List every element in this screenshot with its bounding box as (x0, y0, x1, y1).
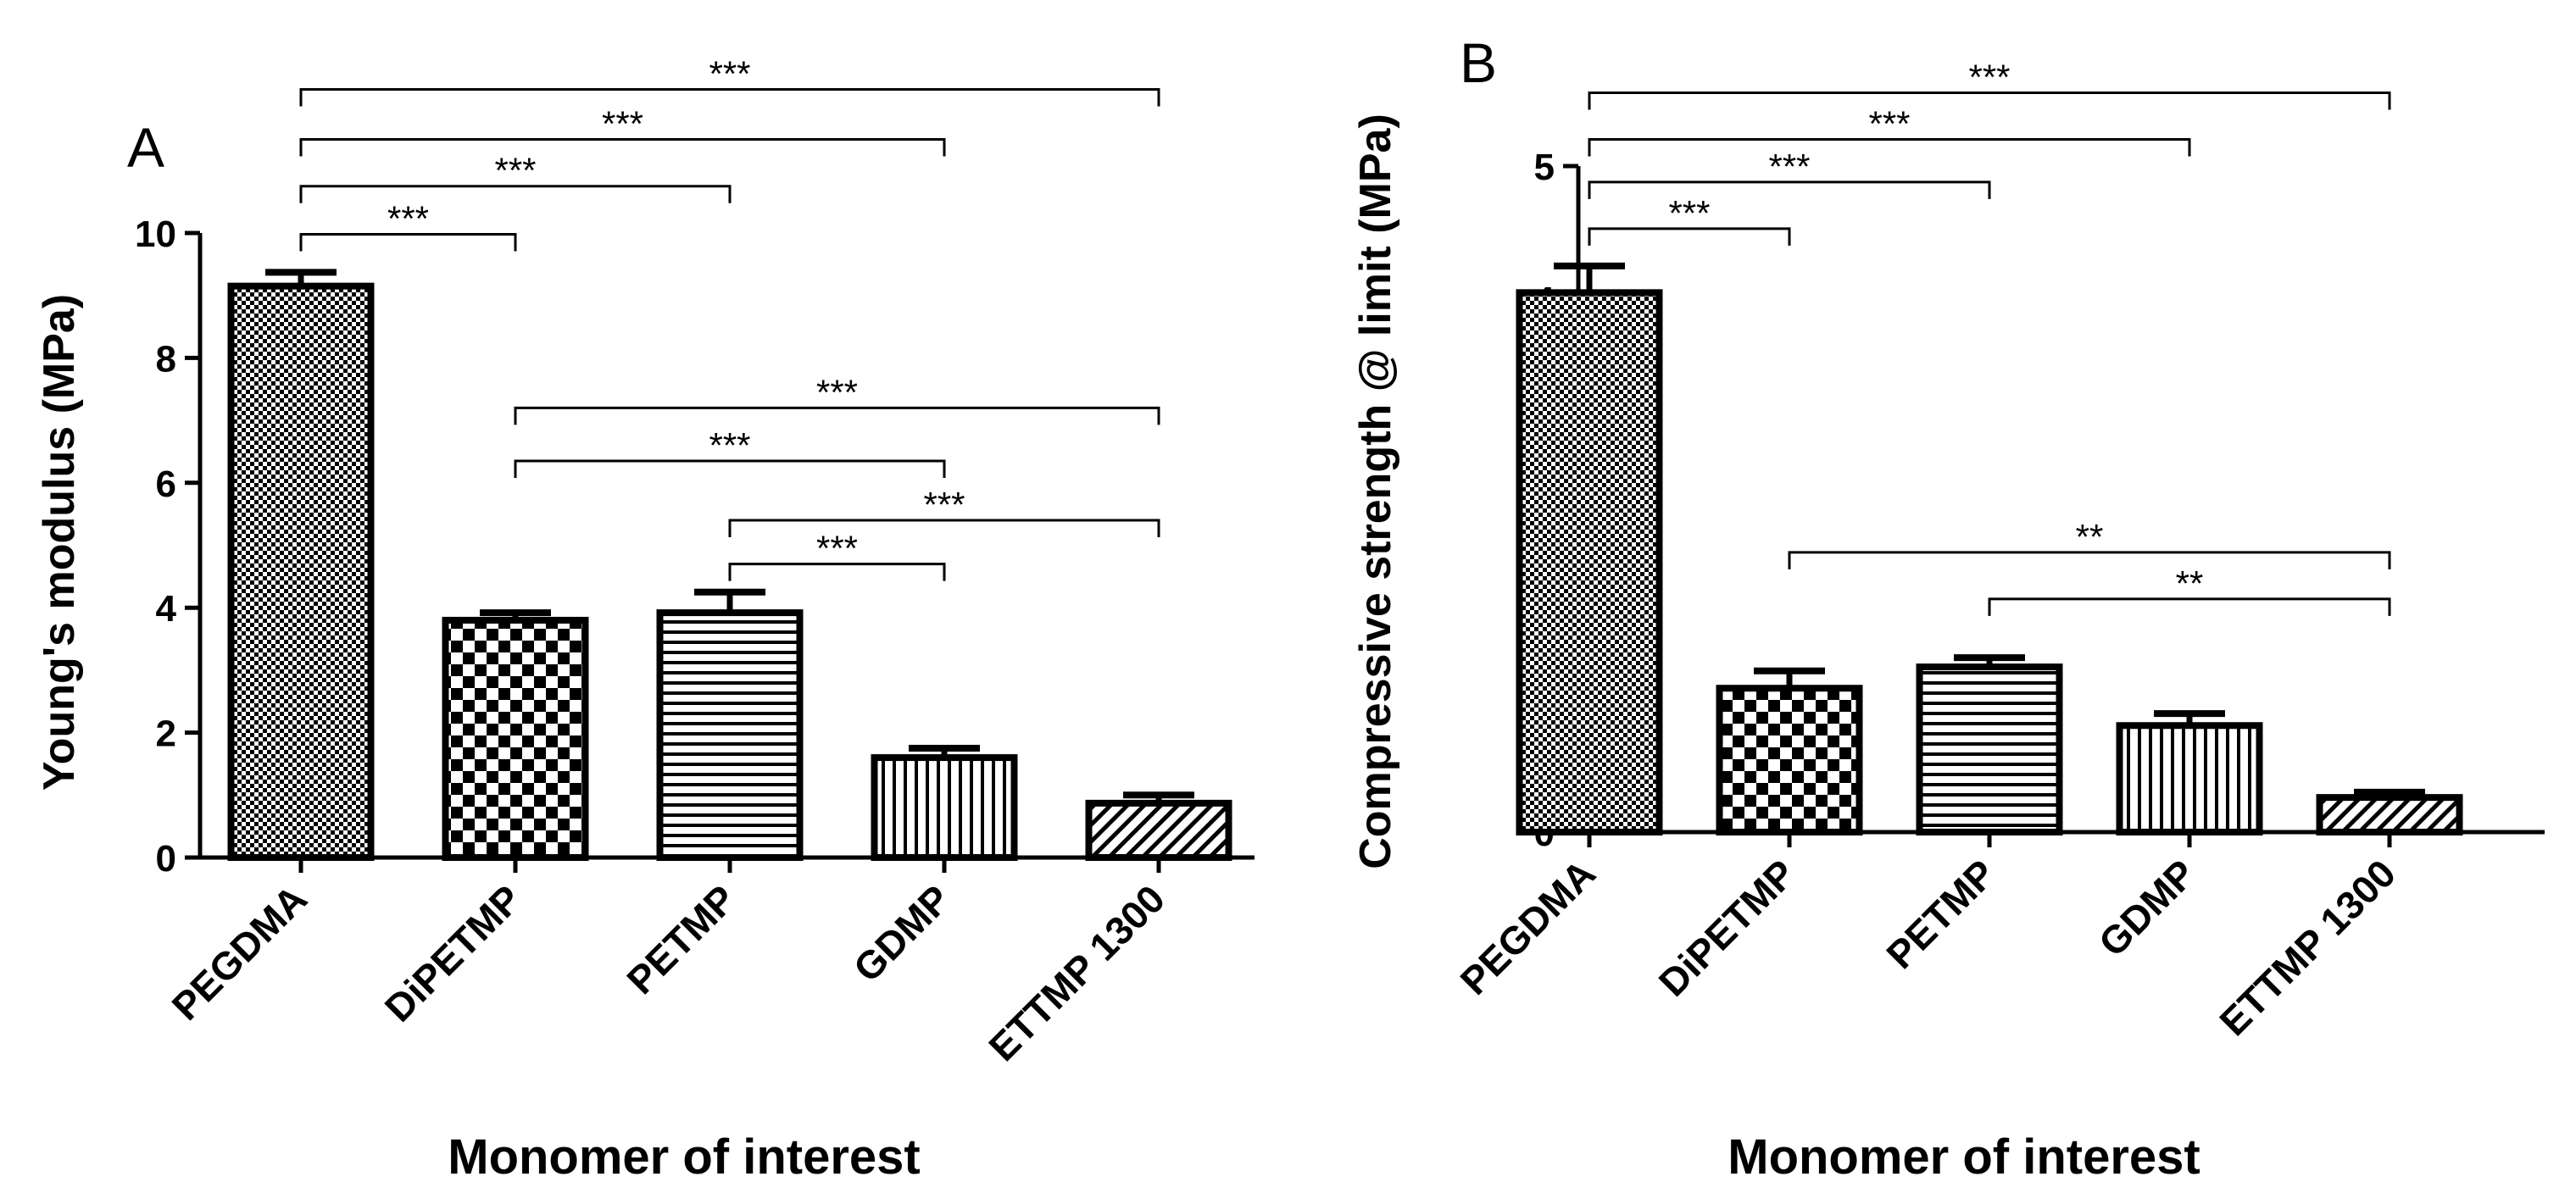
significance-bracket (299, 87, 1160, 107)
significance-label: *** (1868, 104, 1910, 144)
bar (871, 754, 1018, 862)
y-tick-label: 0 (156, 838, 176, 880)
y-tick-label: 8 (156, 338, 176, 380)
bar (227, 282, 375, 861)
significance-label: *** (494, 151, 536, 191)
chart-panel-b: B Compressive strength @ limit (MPa) Mon… (1351, 31, 2545, 1185)
x-tick-label: PEGDMA (1452, 851, 1605, 1003)
panel-label: A (127, 116, 164, 179)
x-tick-label: ETTMP 1300 (2211, 851, 2404, 1044)
significance-label: ** (2176, 563, 2204, 603)
significance-label: *** (387, 198, 429, 238)
significance-label: *** (1768, 147, 1810, 186)
significance-label: *** (709, 425, 750, 465)
y-tick-label: 4 (156, 588, 177, 630)
x-tick-label: GDMP (845, 876, 959, 990)
significance-bracket (514, 459, 946, 479)
significance-label: *** (602, 103, 643, 143)
significance-label: *** (1968, 58, 2010, 97)
bar (442, 616, 589, 861)
significance-bracket (1788, 551, 2391, 569)
plot-area: 0 2 4 6 8 10 PEGDMA DiPETMP PETMP GDMP ETTMP 1300 *… (135, 53, 1255, 1069)
significance-bracket (299, 232, 517, 252)
bar (1716, 685, 1863, 835)
significance-label: ** (2076, 517, 2104, 557)
significance-bracket (1588, 92, 2391, 110)
significance-label: *** (816, 372, 858, 412)
significance-label: *** (816, 529, 858, 569)
panel-label: B (1460, 31, 1497, 94)
bar (2316, 794, 2463, 835)
x-axis-title: Monomer of interest (1728, 1130, 2200, 1185)
y-axis-title: Compressive strength @ limit (MPa) (1351, 114, 1400, 869)
significance-label: *** (709, 53, 750, 93)
y-tick-label: 2 (156, 713, 176, 755)
y-axis-title: Young's modulus (MPa) (35, 294, 84, 791)
bar (2116, 722, 2263, 835)
significance-bracket (514, 406, 1160, 425)
y-tick-label: 5 (1534, 147, 1555, 188)
y-tick-label: 6 (156, 464, 176, 505)
bar (1085, 799, 1232, 861)
significance-bracket (728, 563, 946, 581)
x-tick-label: DiPETMP (1650, 851, 1804, 1004)
significance-bracket (1588, 138, 2191, 157)
significance-bracket (299, 137, 946, 157)
significance-label: *** (923, 485, 965, 525)
x-tick-label: ETTMP 1300 (980, 876, 1173, 1069)
x-tick-label: PETMP (618, 876, 744, 1002)
x-axis-title: Monomer of interest (448, 1130, 921, 1185)
bar (1516, 289, 1663, 835)
chart-panel-a: A Young's modulus (MPa) Monomer of inter… (35, 53, 1255, 1185)
significance-bracket (1988, 597, 2391, 616)
significance-bracket (1588, 227, 1791, 246)
bar (1916, 663, 2063, 836)
x-tick-label: PEGDMA (164, 876, 316, 1029)
x-tick-label: PETMP (1878, 851, 2004, 977)
plot-area: 012345PEGDMADiPETMPPETMPGDMPETTMP 1300**… (1452, 58, 2545, 1044)
bar (656, 609, 804, 861)
x-tick-label: DiPETMP (376, 876, 530, 1030)
significance-label: *** (1668, 193, 1710, 233)
x-tick-label: GDMP (2090, 851, 2204, 964)
significance-bracket (299, 185, 732, 203)
y-tick-label: 10 (135, 214, 176, 255)
significance-bracket (1588, 180, 1991, 199)
significance-bracket (728, 519, 1160, 538)
